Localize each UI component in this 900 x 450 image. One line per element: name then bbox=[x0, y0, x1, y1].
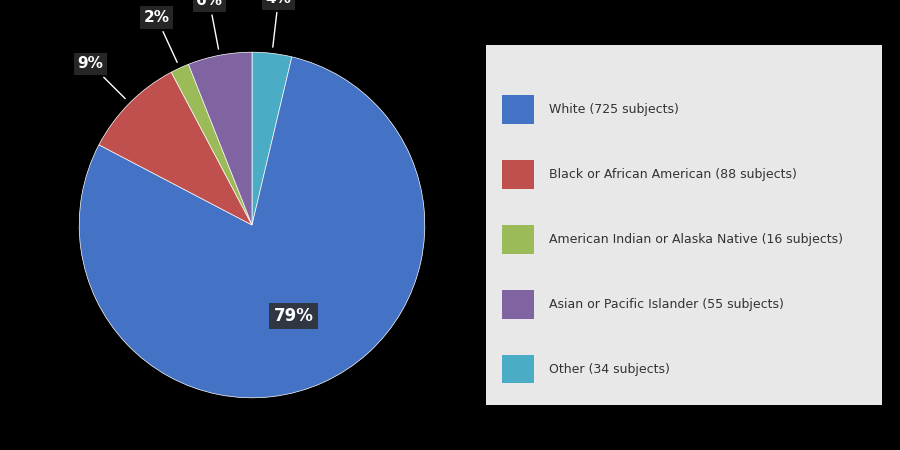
FancyBboxPatch shape bbox=[502, 355, 534, 383]
FancyBboxPatch shape bbox=[502, 95, 534, 124]
Text: 79%: 79% bbox=[274, 307, 313, 325]
Wedge shape bbox=[79, 57, 425, 398]
FancyBboxPatch shape bbox=[502, 290, 534, 319]
FancyBboxPatch shape bbox=[502, 160, 534, 189]
Text: Other (34 subjects): Other (34 subjects) bbox=[549, 363, 670, 375]
Text: 4%: 4% bbox=[266, 0, 292, 47]
FancyBboxPatch shape bbox=[502, 225, 534, 254]
Text: Asian or Pacific Islander (55 subjects): Asian or Pacific Islander (55 subjects) bbox=[549, 298, 784, 310]
Text: 2%: 2% bbox=[144, 10, 177, 63]
Wedge shape bbox=[99, 72, 252, 225]
Text: 9%: 9% bbox=[77, 57, 125, 99]
Text: 6%: 6% bbox=[196, 0, 222, 49]
Wedge shape bbox=[252, 52, 292, 225]
Text: American Indian or Alaska Native (16 subjects): American Indian or Alaska Native (16 sub… bbox=[549, 233, 843, 246]
Text: Black or African American (88 subjects): Black or African American (88 subjects) bbox=[549, 168, 797, 181]
Wedge shape bbox=[171, 64, 252, 225]
Wedge shape bbox=[188, 52, 252, 225]
Text: White (725 subjects): White (725 subjects) bbox=[549, 104, 680, 116]
